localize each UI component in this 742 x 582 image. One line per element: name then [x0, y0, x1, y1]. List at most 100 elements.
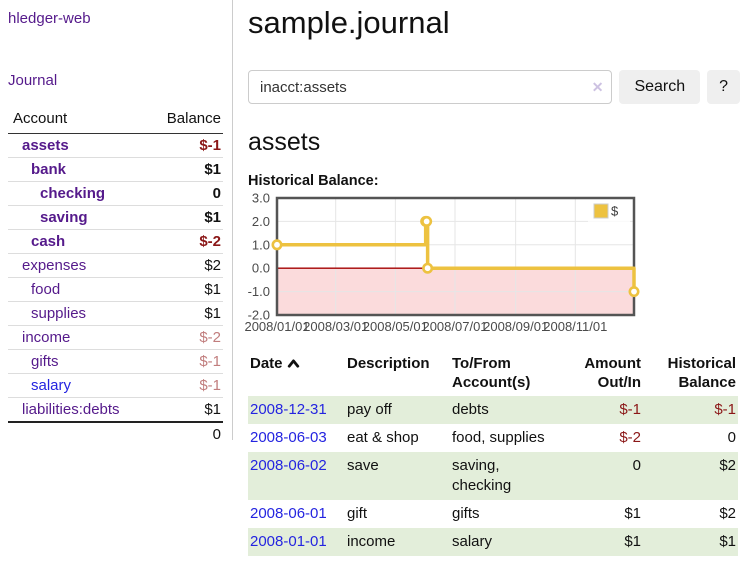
transaction-description: income	[347, 533, 396, 550]
sidebar-account-link[interactable]: checking	[40, 185, 106, 202]
sidebar-account-balance: $1	[147, 205, 223, 230]
sidebar-account-balance: $2	[147, 253, 223, 278]
svg-text:1.0: 1.0	[252, 237, 270, 252]
sidebar-item-journal[interactable]: Journal	[8, 72, 58, 89]
transaction-accounts: gifts	[452, 505, 480, 522]
svg-text:2008/07/01: 2008/07/01	[422, 319, 487, 334]
svg-text:2008/09/01: 2008/09/01	[483, 319, 548, 334]
transaction-balance: $2	[719, 457, 736, 474]
svg-text:2008/01/01: 2008/01/01	[244, 319, 309, 334]
accounts-header-account: Account	[8, 108, 148, 134]
clear-search-icon[interactable]: ✕	[591, 79, 604, 95]
transaction-description: gift	[347, 505, 368, 522]
transaction-accounts: food, supplies	[452, 429, 545, 446]
sidebar-account-link[interactable]: food	[31, 281, 61, 298]
account-row: supplies $1	[8, 301, 223, 326]
register-header-accounts: To/From Account(s)	[452, 355, 531, 391]
transaction-row: 2008-06-01 gift gifts $1 $2	[248, 500, 738, 528]
transaction-date-link[interactable]: 2008-06-01	[250, 505, 327, 522]
accounts-total-value: 0	[147, 421, 223, 446]
transaction-amount: $1	[624, 505, 641, 522]
account-row: saving $1	[8, 205, 223, 230]
sidebar-account-link[interactable]: salary	[31, 377, 72, 394]
accounts-table-body: assets $-1 bank $1 checking 0 saving $1 cash $-2 e…	[8, 134, 223, 422]
account-row: salary $-1	[8, 373, 223, 398]
register-header-amount: Amount Out/In	[584, 355, 641, 391]
account-row: liabilities:debts $1	[8, 397, 223, 422]
sidebar-account-balance: $1	[147, 301, 223, 326]
sidebar-account-link[interactable]: supplies	[31, 305, 87, 322]
transaction-row: 2008-06-03 eat & shop food, supplies $-2 0	[248, 424, 738, 452]
transaction-description: save	[347, 457, 379, 474]
svg-text:-1.0: -1.0	[248, 284, 270, 299]
transaction-row: 2008-06-02 save saving, checking 0 $2	[248, 452, 738, 500]
sidebar-account-link[interactable]: liabilities:debts	[22, 401, 120, 418]
transaction-row: 2008-12-31 pay off debts $-1 $-1	[248, 396, 738, 424]
register-table-body: 2008-12-31 pay off debts $-1 $-1 2008-06-03 ea…	[248, 396, 738, 556]
transaction-date-link[interactable]: 2008-01-01	[250, 533, 327, 550]
search-button[interactable]: Search	[619, 70, 701, 104]
account-row: gifts $-1	[8, 349, 223, 374]
transaction-date-link[interactable]: 2008-12-31	[250, 401, 327, 418]
account-heading: assets	[248, 128, 321, 156]
sidebar-account-balance: $-1	[199, 137, 221, 154]
legend-swatch	[593, 203, 609, 219]
transaction-accounts: debts	[452, 401, 489, 418]
accounts-table: Account Balance assets $-1 bank $1 checking 0…	[8, 108, 223, 446]
register-header-balance: Historical Balance	[667, 355, 736, 391]
sidebar-account-balance: $-2	[147, 325, 223, 350]
sidebar-account-balance: $1	[147, 397, 223, 422]
svg-text:0.0: 0.0	[252, 261, 270, 276]
sidebar-account-link[interactable]: income	[22, 329, 71, 346]
transaction-balance: 0	[727, 429, 736, 446]
sidebar-account-link[interactable]: expenses	[22, 257, 87, 274]
transaction-date-link[interactable]: 2008-06-02	[250, 457, 327, 474]
account-row: cash $-2	[8, 229, 223, 254]
sidebar-account-link[interactable]: gifts	[31, 353, 59, 370]
app-title-link[interactable]: hledger-web	[8, 10, 91, 27]
search-input[interactable]	[248, 70, 613, 104]
transaction-description: pay off	[347, 401, 392, 418]
transaction-amount: $1	[624, 533, 641, 550]
transaction-date-link[interactable]: 2008-06-03	[250, 429, 327, 446]
sidebar-account-balance: $1	[147, 277, 223, 302]
sidebar-account-balance: $-1	[147, 349, 223, 374]
svg-text:2.0: 2.0	[252, 214, 270, 229]
transaction-accounts: salary	[452, 533, 493, 550]
transaction-balance: $2	[719, 505, 736, 522]
chevron-up-icon	[287, 355, 300, 374]
svg-text:2008/05/01: 2008/05/01	[363, 319, 428, 334]
page-title: sample.journal	[248, 5, 450, 40]
sidebar-account-link[interactable]: cash	[31, 233, 66, 250]
transaction-amount: $-1	[619, 401, 641, 418]
main-content: sample.journal ✕ Search ? assets Histori…	[244, 0, 740, 556]
transaction-amount: 0	[632, 457, 641, 474]
sidebar-account-link[interactable]: saving	[40, 209, 88, 226]
svg-text:$: $	[611, 204, 619, 219]
transaction-accounts: saving, checking	[452, 457, 512, 494]
sidebar-account-link[interactable]: bank	[31, 161, 67, 178]
account-row: income $-2	[8, 325, 223, 350]
svg-text:2008/03/01: 2008/03/01	[303, 319, 368, 334]
transaction-amount: $-2	[619, 429, 641, 446]
register-header-description: Description	[347, 355, 430, 372]
account-row: expenses $2	[8, 253, 223, 278]
sidebar: hledger-web Journal Account Balance asse…	[0, 0, 233, 446]
transaction-balance: $-1	[714, 401, 736, 418]
account-row: checking 0	[8, 181, 223, 206]
sidebar-account-balance: $1	[147, 157, 223, 182]
search-form: ✕ Search ?	[248, 70, 740, 104]
transaction-row: 2008-01-01 income salary $1 $1	[248, 528, 738, 556]
svg-text:3.0: 3.0	[252, 191, 270, 206]
account-row: bank $1	[8, 157, 223, 182]
accounts-header-balance: Balance	[147, 108, 223, 134]
register-header-date[interactable]: Date	[248, 353, 345, 396]
svg-text:-2.0: -2.0	[248, 308, 270, 323]
svg-text:2008/11/01: 2008/11/01	[543, 319, 607, 334]
transaction-balance: $1	[719, 533, 736, 550]
help-button[interactable]: ?	[707, 70, 740, 104]
accounts-total-row: 0	[8, 421, 223, 446]
register-table: Date Description To/From Account(s) Amou…	[248, 353, 738, 556]
chart-title: Historical Balance:	[248, 173, 379, 189]
sidebar-account-link[interactable]: assets	[22, 137, 69, 154]
